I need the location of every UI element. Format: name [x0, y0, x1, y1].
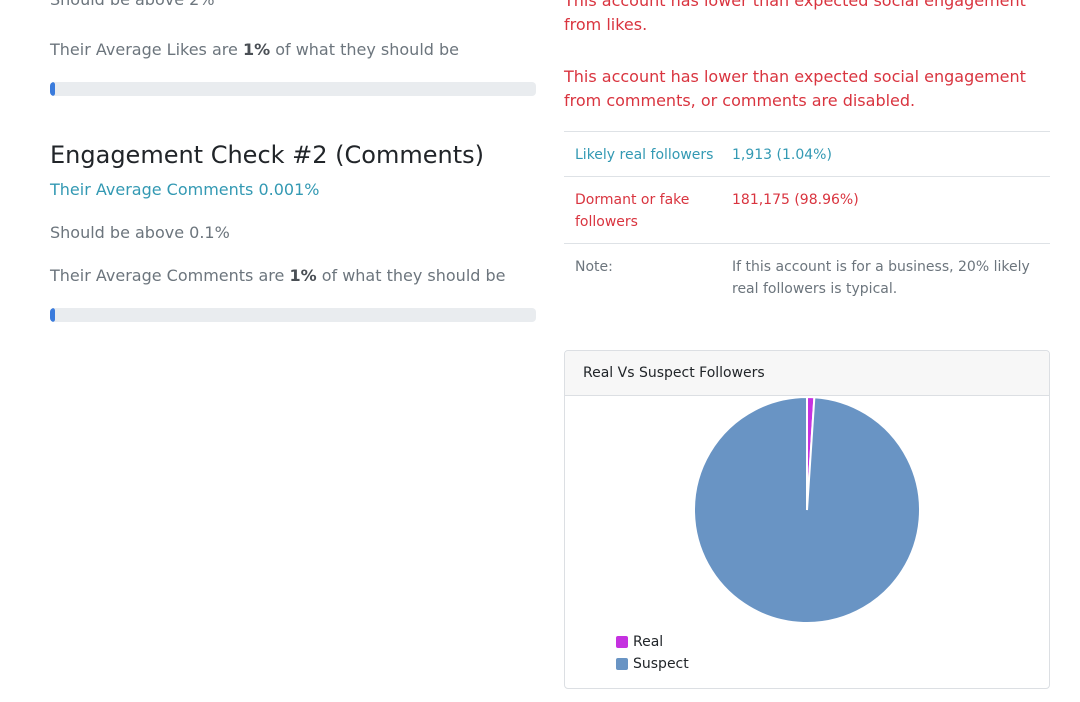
likes-warning: This account has lower than expected soc…	[564, 0, 1026, 34]
comments-average-text: Their Average Comments 0.001%	[50, 180, 320, 199]
likes-ratio-text: Their Average Likes are 1% of what they …	[50, 40, 459, 59]
chart-title: Real Vs Suspect Followers	[565, 351, 1049, 396]
note-label: Note:	[564, 243, 721, 310]
legend-label: Suspect	[633, 656, 689, 672]
chart-legend: Real Suspect	[616, 631, 689, 675]
likes-should-be-text: Should be above 2%	[50, 0, 215, 11]
likes-progress-bar	[50, 82, 536, 96]
legend-item-real[interactable]: Real	[616, 631, 689, 653]
likes-progress-fill	[50, 82, 55, 96]
legend-item-suspect[interactable]: Suspect	[616, 653, 689, 675]
table-row: Note: If this account is for a business,…	[564, 243, 1050, 310]
comments-check-title: Engagement Check #2 (Comments)	[50, 141, 484, 169]
comments-progress-bar	[50, 308, 536, 322]
legend-label: Real	[633, 634, 664, 650]
legend-swatch	[616, 658, 628, 670]
table-row: Dormant or fake followers 181,175 (98.96…	[564, 176, 1050, 244]
fake-followers-label: Dormant or fake followers	[564, 176, 721, 244]
note-value: If this account is for a business, 20% l…	[721, 243, 1050, 310]
followers-table: Likely real followers 1,913 (1.04%) Dorm…	[564, 131, 1050, 310]
pie-chart	[693, 396, 921, 624]
followers-chart-card: Real Vs Suspect Followers Real Suspect	[564, 350, 1050, 689]
pie-slice-suspect[interactable]	[693, 396, 921, 624]
comments-ratio-text: Their Average Comments are 1% of what th…	[50, 266, 506, 285]
comments-should-be-text: Should be above 0.1%	[50, 223, 230, 242]
table-row: Likely real followers 1,913 (1.04%)	[564, 131, 1050, 177]
legend-swatch	[616, 636, 628, 648]
real-followers-label: Likely real followers	[564, 131, 721, 177]
real-followers-value: 1,913 (1.04%)	[721, 131, 1050, 177]
comments-progress-fill	[50, 308, 55, 322]
fake-followers-value: 181,175 (98.96%)	[721, 176, 1050, 244]
comments-warning: This account has lower than expected soc…	[564, 67, 1026, 110]
